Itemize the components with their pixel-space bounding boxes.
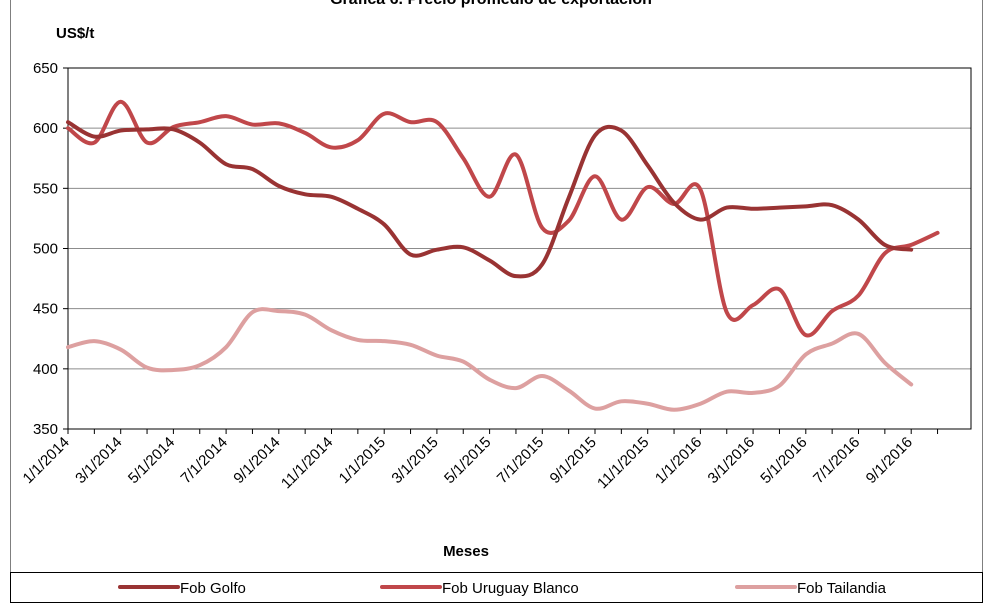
legend-label: Fob Golfo	[180, 580, 246, 597]
y-tick-label: 600	[33, 120, 58, 137]
series-line-fob-uruguay-blanco	[66, 99, 940, 338]
y-axis-label: US$/t	[56, 25, 94, 42]
y-axis-ticks: 350 400 450 500 550 600 650	[33, 60, 68, 438]
legend: Fob Golfo Fob Uruguay Blanco Fob Tailandia	[118, 580, 887, 597]
y-tick-label: 500	[33, 241, 58, 258]
y-tick-label: 450	[33, 301, 58, 318]
y-tick-label: 550	[33, 180, 58, 197]
series-layer	[66, 99, 940, 412]
series-line-fob-tailandia	[66, 307, 914, 412]
series-line-fob-golfo	[66, 120, 914, 279]
x-axis-label: Meses	[443, 543, 489, 560]
y-tick-label: 400	[33, 361, 58, 378]
legend-label: Fob Uruguay Blanco	[442, 580, 579, 597]
y-tick-label: 350	[33, 421, 58, 438]
legend-label: Fob Tailandia	[797, 580, 887, 597]
y-tick-label: 650	[33, 60, 58, 77]
gridlines	[68, 127, 971, 370]
chart-title: Gráfica 6. Precio promedio de exportació…	[330, 0, 652, 8]
